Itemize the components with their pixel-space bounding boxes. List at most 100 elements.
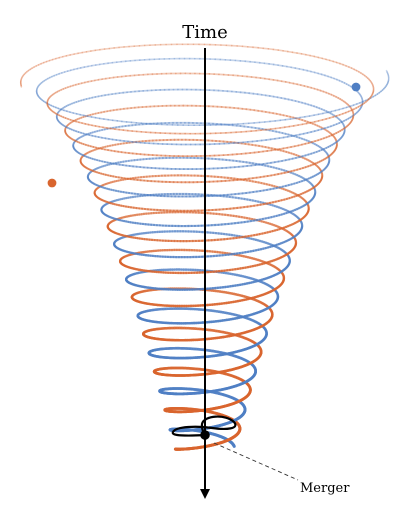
orange-orbit-segment	[296, 52, 303, 55]
orange-orbit-segment	[290, 145, 296, 148]
blue-orbit-segment	[354, 111, 358, 115]
blue-orbit-segment	[98, 165, 103, 169]
blue-orbit-segment	[59, 122, 63, 126]
blue-orbit-segment	[75, 138, 78, 142]
blue-orbit-segment	[97, 94, 103, 98]
blue-orbit-segment	[330, 124, 335, 128]
orange-orbit-segment	[94, 48, 101, 52]
blue-orbit-segment	[94, 116, 101, 120]
blue-orbit-segment	[88, 171, 91, 175]
orange-orbit-segment	[264, 110, 271, 114]
orange-orbit-segment	[40, 61, 45, 65]
blue-orbit-segment	[58, 72, 63, 75]
blue-orbit-segment	[302, 68, 309, 72]
orange-orbit-segment	[252, 46, 259, 49]
orange-orbit-segment	[62, 87, 67, 90]
orange-orbit-segment	[69, 84, 74, 88]
blue-orbit-segment	[325, 110, 330, 114]
blue-orbit-segment	[311, 183, 315, 188]
orange-orbit-segment	[255, 76, 262, 79]
blue-orbit-segment	[98, 128, 104, 132]
blue-orbit-segment	[268, 129, 274, 132]
orange-orbit-segment	[314, 164, 319, 168]
orange-orbit-segment	[93, 148, 98, 151]
blue-orbit-segment	[386, 71, 389, 75]
orange-orbit-segment	[94, 125, 101, 128]
blue-orbit-segment	[83, 65, 89, 68]
orange-orbit-segment	[257, 109, 263, 113]
blue-orbit-segment	[333, 141, 337, 145]
orange-orbit-segment	[268, 78, 275, 81]
orange-orbit-segment	[106, 144, 112, 148]
orange-orbit-segment	[21, 74, 25, 78]
blue-orbit-segment	[269, 120, 276, 123]
orange-orbit-segment	[279, 126, 286, 129]
blue-orbit-segment	[293, 135, 298, 138]
blue-orbit-segment	[82, 132, 88, 136]
orange-orbit-segment	[108, 181, 112, 185]
blue-orbit-segment	[330, 76, 335, 80]
orange-orbit-segment	[288, 81, 295, 85]
blue-orbit-segment	[53, 73, 58, 77]
blue-orbit-segment	[306, 131, 313, 134]
orange-orbit-segment	[299, 84, 306, 87]
orange-orbit-segment	[80, 142, 85, 146]
blue-orbit-segment	[268, 95, 275, 98]
orange-orbit-segment	[278, 147, 285, 151]
orange-orbit-segment	[100, 184, 105, 187]
orange-orbit-segment	[305, 158, 310, 162]
orange-orbit-segment	[49, 94, 53, 98]
blue-orbit-segment	[85, 132, 90, 136]
blue-orbit-segment	[101, 205, 105, 209]
orange-orbit-segment	[345, 124, 350, 128]
merger-leader-line	[213, 442, 299, 481]
orange-orbit-segment	[249, 108, 256, 112]
blue-orbit-segment	[384, 85, 387, 89]
orange-orbit-segment	[276, 79, 283, 83]
blue-orbit-segment	[60, 107, 64, 111]
orange-orbit-segment	[67, 123, 70, 126]
blue-orbit-segment	[333, 114, 337, 118]
orange-orbit-segment	[263, 77, 271, 81]
blue-orbit-segment	[100, 94, 106, 97]
blue-orbit-segment	[43, 78, 47, 82]
blue-orbit-segment	[376, 91, 381, 95]
blue-orbit-segment	[103, 118, 110, 121]
blue-orbit-segment	[313, 143, 318, 147]
blue-orbit-segment	[60, 108, 65, 112]
orange-orbit-segment	[254, 144, 261, 147]
blue-orbit-segment	[279, 118, 287, 122]
blue-orbit-segment	[295, 135, 301, 139]
blue-orbit-segment	[56, 118, 60, 122]
blue-orbit-segment	[378, 90, 382, 94]
orange-orbit-segment	[319, 89, 325, 93]
blue-orbit-segment	[333, 77, 338, 81]
orange-orbit-segment	[370, 81, 373, 85]
blue-orbit-segment	[364, 98, 370, 102]
blue-orbit-segment	[385, 69, 388, 73]
orange-orbit-segment	[103, 110, 109, 113]
blue-orbit-segment	[298, 132, 305, 136]
blue-orbit-segment	[310, 183, 314, 187]
blue-orbit-segment	[304, 102, 310, 106]
orange-orbit-segment	[71, 119, 76, 123]
orange-orbit-segment	[248, 179, 254, 183]
orange-orbit-segment	[110, 149, 116, 153]
blue-orbit-segment	[289, 117, 297, 120]
orange-orbit-segment	[87, 144, 92, 148]
blue-orbit-segment	[357, 91, 361, 95]
orange-orbit-segment	[292, 191, 297, 195]
orange-orbit-segment	[91, 124, 97, 127]
blue-orbit-segment	[56, 111, 60, 115]
orange-orbit-segment	[89, 113, 94, 116]
orange-orbit-segment	[304, 119, 309, 123]
orange-orbit-segment	[261, 110, 267, 113]
blue-orbit-segment	[347, 116, 352, 120]
blue-orbit-segment	[111, 119, 119, 122]
orange-orbit-segment	[348, 66, 353, 69]
blue-orbit-segment	[317, 72, 323, 76]
orange-orbit-segment	[54, 112, 59, 116]
orange-orbit-segment	[288, 125, 295, 128]
blue-orbit-segment	[355, 102, 361, 105]
orange-orbit-segment	[350, 67, 356, 71]
